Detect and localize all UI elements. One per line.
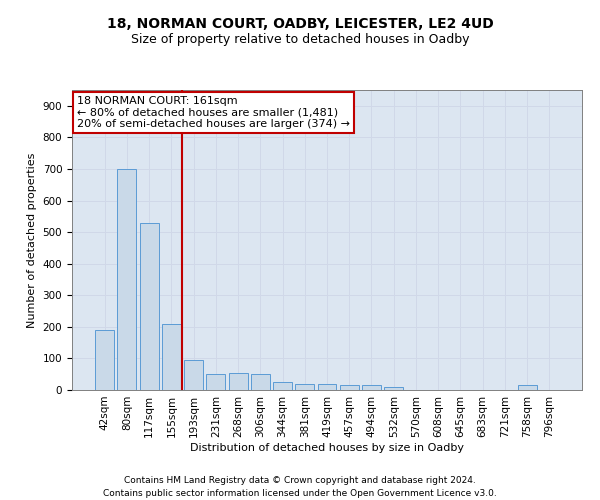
- Bar: [206, 374, 225, 390]
- Text: 18, NORMAN COURT, OADBY, LEICESTER, LE2 4UD: 18, NORMAN COURT, OADBY, LEICESTER, LE2 …: [107, 18, 493, 32]
- Text: 18 NORMAN COURT: 161sqm
← 80% of detached houses are smaller (1,481)
20% of semi: 18 NORMAN COURT: 161sqm ← 80% of detache…: [77, 96, 350, 129]
- Bar: [340, 386, 359, 390]
- Bar: [140, 222, 158, 390]
- Bar: [229, 372, 248, 390]
- X-axis label: Distribution of detached houses by size in Oadby: Distribution of detached houses by size …: [190, 442, 464, 452]
- Bar: [184, 360, 203, 390]
- Bar: [162, 324, 181, 390]
- Bar: [362, 386, 381, 390]
- Bar: [518, 386, 536, 390]
- Bar: [118, 169, 136, 390]
- Text: Contains HM Land Registry data © Crown copyright and database right 2024.
Contai: Contains HM Land Registry data © Crown c…: [103, 476, 497, 498]
- Text: Size of property relative to detached houses in Oadby: Size of property relative to detached ho…: [131, 32, 469, 46]
- Bar: [251, 374, 270, 390]
- Bar: [384, 387, 403, 390]
- Bar: [273, 382, 292, 390]
- Bar: [95, 330, 114, 390]
- Bar: [295, 384, 314, 390]
- Bar: [317, 384, 337, 390]
- Y-axis label: Number of detached properties: Number of detached properties: [27, 152, 37, 328]
